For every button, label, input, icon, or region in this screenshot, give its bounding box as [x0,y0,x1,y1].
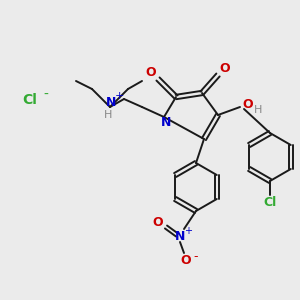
Text: +: + [184,226,192,236]
Text: N: N [106,97,116,110]
Text: -: - [44,88,48,102]
Text: N: N [161,116,171,128]
Text: O: O [181,254,191,268]
Text: N: N [175,230,185,244]
Text: O: O [220,61,230,74]
Text: O: O [146,65,156,79]
Text: O: O [153,215,163,229]
Text: H: H [104,110,112,120]
Text: -: - [194,250,198,263]
Text: Cl: Cl [22,93,38,107]
Text: Cl: Cl [263,196,277,209]
Text: +: + [114,91,124,101]
Text: O: O [243,98,253,112]
Text: H: H [254,105,262,115]
